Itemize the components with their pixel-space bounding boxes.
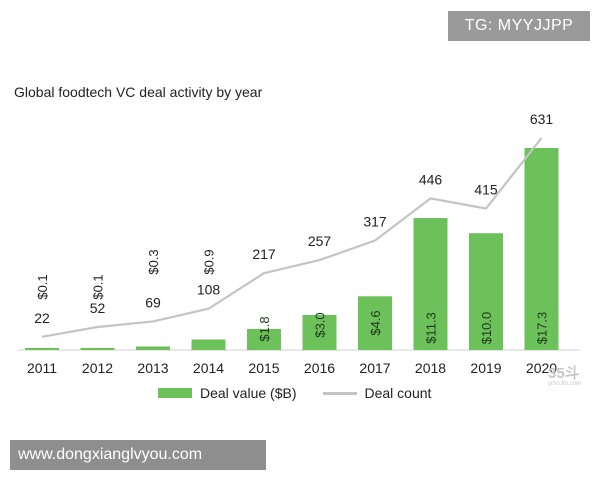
deal-count-label-2016: 257: [308, 233, 332, 249]
bar-value-label-2014: $0.9: [202, 249, 217, 274]
bar-2013: [136, 346, 170, 350]
bar-value-label-2011: $0.1: [35, 274, 50, 299]
watermark-top: TG: MYYJJPP: [448, 11, 590, 41]
chart-title: Global foodtech VC deal activity by year: [14, 84, 263, 100]
deal-count-label-2020: 631: [530, 111, 554, 127]
legend-label-deal-count: Deal count: [364, 385, 432, 401]
deal-count-label-2011: 22: [34, 310, 50, 326]
bar-value-label-2020: $17.3: [535, 312, 550, 345]
bar-value-label-2018: $11.3: [424, 312, 439, 344]
x-tick-label-2011: 2011: [27, 360, 57, 376]
legend-label-deal-value: Deal value ($B): [200, 385, 297, 401]
deal-count-label-2017: 317: [363, 214, 387, 230]
watermark-bottom: www.dongxianglvyou.com: [10, 440, 266, 470]
x-tick-label-2018: 2018: [415, 360, 446, 376]
deal-count-line: [41, 137, 543, 338]
legend-swatch-line: [322, 391, 357, 395]
bar-value-label-2017: $4.6: [368, 310, 383, 335]
bar-2012: [80, 348, 115, 350]
x-tick-label-2020: 2020: [526, 360, 557, 376]
bar-value-label-2015: $1.8: [257, 316, 272, 341]
deal-count-label-2015: 217: [252, 246, 276, 262]
bar-2017: [358, 296, 392, 350]
deal-count-label-2018: 446: [419, 171, 443, 187]
legend-item-deal-value: Deal value ($B): [158, 385, 297, 401]
bar-2020: [524, 148, 559, 350]
legend-item-deal-count: Deal count: [322, 385, 432, 401]
legend-swatch-bar: [158, 388, 192, 398]
bar-value-label-2013: $0.3: [146, 249, 161, 274]
deal-count-label-2013: 69: [145, 294, 161, 310]
bar-2018: [413, 218, 448, 350]
x-tick-label-2012: 2012: [82, 360, 113, 376]
x-tick-label-2014: 2014: [193, 360, 224, 376]
bar-2014: [191, 339, 226, 350]
bar-value-label-2016: $3.0: [313, 312, 328, 337]
corner-logo-subtext: yrno.fm.com: [548, 381, 582, 387]
x-tick-label-2016: 2016: [304, 360, 335, 376]
bar-value-label-2012: $0.1: [91, 274, 106, 299]
x-tick-label-2013: 2013: [137, 360, 168, 376]
bar-value-label-2019: $10.0: [479, 312, 494, 345]
bar-2011: [25, 348, 59, 350]
bar-2019: [469, 233, 503, 350]
deal-count-label-2014: 108: [197, 282, 221, 298]
bar-2015: [247, 328, 281, 350]
legend: Deal value ($B) Deal count: [158, 385, 457, 401]
corner-logo-text: 35斗: [548, 365, 580, 382]
x-tick-label-2015: 2015: [248, 360, 279, 376]
deal-count-label-2019: 415: [474, 182, 498, 198]
x-tick-label-2019: 2019: [470, 360, 501, 376]
bar-2016: [302, 314, 337, 350]
x-tick-label-2017: 2017: [359, 360, 390, 376]
deal-count-label-2012: 52: [90, 300, 106, 316]
corner-logo: 35斗 yrno.fm.com: [548, 362, 581, 387]
